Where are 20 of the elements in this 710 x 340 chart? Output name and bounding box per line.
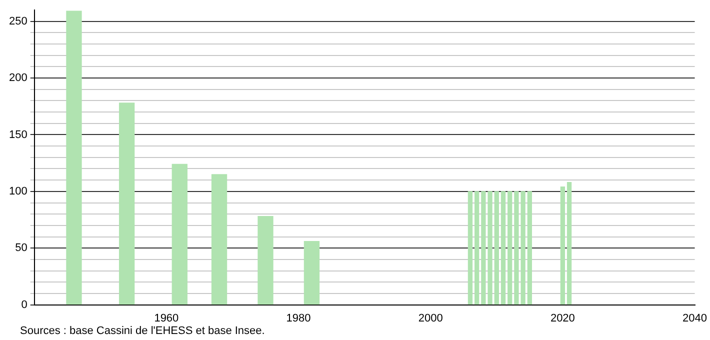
x-tick-label: 2040	[682, 312, 708, 324]
bar	[500, 191, 506, 305]
y-tick-label: 50	[15, 242, 28, 254]
x-tick-label: 2000	[418, 312, 443, 324]
x-tick-label: 2020	[550, 312, 575, 324]
bar	[508, 191, 512, 305]
x-tick-label: 1960	[154, 312, 179, 324]
y-tick-label: 150	[8, 128, 28, 141]
bar	[566, 182, 572, 305]
x-tick-label: 1980	[286, 312, 311, 324]
bar	[494, 191, 499, 305]
bar	[560, 186, 566, 305]
bar	[474, 191, 480, 305]
y-tick-label: 0	[21, 298, 28, 311]
bar	[527, 191, 532, 305]
y-tick-label: 100	[8, 185, 28, 198]
y-tick-label: 250	[8, 15, 28, 28]
y-tick-label: 200	[8, 72, 28, 84]
bar	[468, 191, 473, 305]
source-note: Sources : base Cassini de l'EHESS et base Insee.	[20, 325, 265, 337]
